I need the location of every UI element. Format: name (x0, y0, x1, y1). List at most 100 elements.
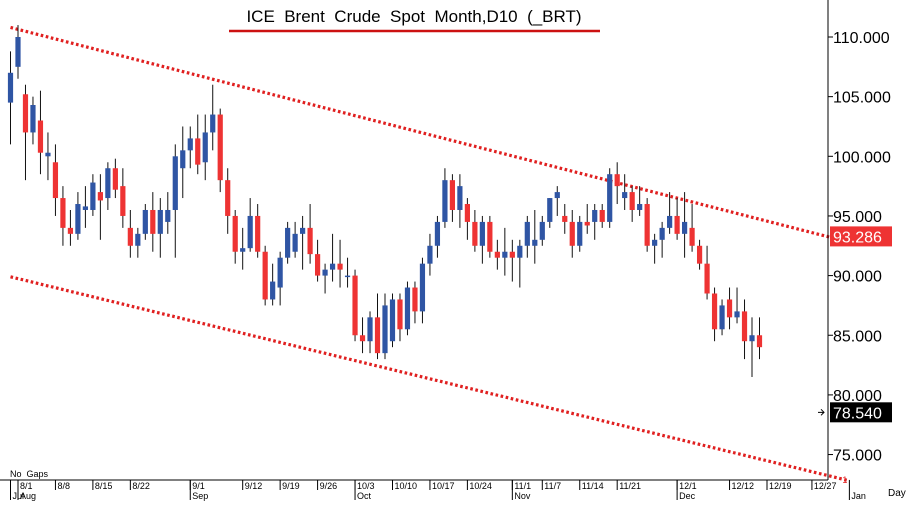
candle (726, 287, 733, 330)
candle-body (419, 263, 426, 312)
candle (329, 233, 336, 282)
candle (202, 114, 208, 181)
candle (210, 84, 216, 151)
candle (22, 84, 29, 181)
candle-body (105, 168, 111, 199)
candle-body (592, 209, 598, 222)
price-tick-label: 100.000 (833, 149, 891, 166)
candle-body (30, 105, 36, 133)
candle (487, 215, 493, 258)
price-tag-channel: 93.286 (830, 226, 892, 247)
candle-body (652, 239, 658, 246)
candle-body (442, 180, 448, 222)
candle-body (637, 204, 643, 210)
candle (135, 227, 141, 258)
candle (37, 90, 44, 175)
candle (532, 209, 538, 264)
candle (187, 126, 193, 169)
candle (52, 144, 59, 216)
candle-body (15, 37, 21, 67)
candle (457, 174, 463, 228)
lower-channel-end-label: 1 (842, 475, 847, 485)
candle (105, 162, 111, 210)
candle (599, 204, 605, 228)
last-price-arrow-icon (818, 408, 825, 416)
candle (622, 174, 628, 210)
candle (75, 192, 81, 240)
candle (90, 174, 96, 216)
candle-body (172, 156, 178, 210)
candle (719, 299, 725, 336)
candle (120, 168, 126, 228)
candle-body (300, 227, 306, 234)
candle-body (374, 317, 381, 354)
candle-body (37, 120, 44, 153)
candle-body (187, 138, 193, 151)
candle (367, 311, 373, 354)
candle-body (569, 221, 575, 246)
candle-body (210, 114, 216, 133)
candle-body (464, 204, 470, 222)
candle (554, 186, 560, 216)
candle (517, 239, 523, 288)
candle-body (195, 138, 201, 165)
candle (472, 209, 478, 252)
candle-body (629, 192, 635, 210)
month-tick-label: Jan (851, 491, 866, 501)
price-tag-text: 93.286 (833, 229, 882, 246)
candle (322, 263, 328, 294)
candle-body (689, 227, 695, 246)
candle-body (217, 114, 223, 181)
candle-body (359, 335, 366, 342)
candle-body (449, 180, 456, 210)
candle (689, 204, 695, 252)
candle (45, 132, 51, 181)
candle (157, 198, 163, 258)
day-tick-label: 9/1 (192, 481, 205, 491)
candle-body (674, 215, 680, 234)
candle (711, 287, 718, 342)
candle (577, 215, 583, 252)
candle (150, 192, 156, 252)
candle-body (135, 233, 141, 246)
candle (644, 198, 650, 252)
candle-body (719, 305, 725, 330)
candle-body (112, 168, 118, 190)
candle (756, 317, 763, 360)
candle (569, 209, 575, 258)
candle-body (277, 257, 283, 288)
candle (7, 51, 14, 145)
candle (180, 126, 186, 199)
candles (7, 25, 763, 378)
candle (359, 317, 366, 354)
day-tick-label: 10/17 (432, 481, 455, 491)
price-tick-label: 90.000 (833, 269, 882, 286)
candle-body (711, 293, 718, 330)
candle (667, 192, 673, 234)
candle (479, 215, 485, 264)
candle (292, 221, 298, 258)
month-tick-label: Oct (357, 491, 372, 501)
day-tick-label: 9/12 (245, 481, 263, 491)
candle-body (314, 254, 321, 276)
candle-body (7, 72, 14, 103)
candle-body (427, 245, 433, 264)
labels: ICE Brent Crude Spot Month,D10 (_BRT) No… (10, 7, 906, 499)
candle-body (120, 186, 126, 216)
candle-body (726, 299, 733, 318)
candle (225, 168, 231, 234)
candle (277, 251, 283, 306)
candle-body (584, 221, 590, 226)
candle (592, 204, 598, 240)
candle (240, 227, 246, 270)
candle-body (60, 198, 66, 228)
day-tick-label: 12/1 (679, 481, 697, 491)
candle (614, 162, 620, 205)
candle (30, 96, 36, 145)
price-tags: 93.286 78.540 (818, 226, 892, 423)
candle-body (52, 162, 59, 199)
candle (337, 239, 343, 288)
candle-body (457, 186, 463, 210)
candle-body (412, 287, 418, 312)
